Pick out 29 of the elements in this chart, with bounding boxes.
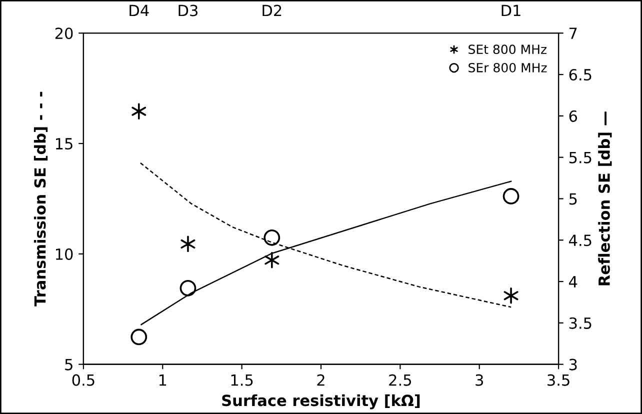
x-tick-label: 1 xyxy=(159,374,166,386)
text: D2 xyxy=(262,4,282,16)
legend-label: SEt 800 MHz xyxy=(468,44,547,54)
y2-tick-label: 6.5 xyxy=(569,68,592,81)
y2-axis-title: Reflection SE [db] — xyxy=(598,112,612,286)
x-axis-title: Surface resistivity [kΩ] xyxy=(222,394,420,410)
y2-tick-label: 3 xyxy=(569,358,577,370)
y2-tick-label: 6 xyxy=(569,110,578,122)
x-tick-label: 3.5 xyxy=(548,374,570,386)
y-tick-label: 15 xyxy=(56,138,72,150)
x-tick-label: 2.5 xyxy=(389,374,411,386)
y2-tick-label: 5.5 xyxy=(569,152,592,164)
y2-tick-label: 4 xyxy=(569,276,578,288)
y-tick-label: 10 xyxy=(56,248,73,260)
x-tick-label: 2 xyxy=(317,374,324,386)
y2-tick-label: 5 xyxy=(569,193,577,205)
x-tick-label: 0.5 xyxy=(72,374,94,386)
y2-tick-label: 4.5 xyxy=(569,234,592,246)
text: D4 xyxy=(130,4,149,16)
y2-tick-label: 3.5 xyxy=(569,317,592,329)
text: D3 xyxy=(178,4,198,16)
text: D1 xyxy=(502,4,520,16)
y2-tick-label: 7 xyxy=(570,28,577,39)
legend-label: SEr 800 MHz xyxy=(468,62,547,72)
y-tick-label: 20 xyxy=(55,28,73,40)
y-tick-label: 5 xyxy=(65,358,72,370)
x-tick-label: 1.5 xyxy=(231,374,253,386)
x-tick-label: 3 xyxy=(476,374,483,386)
y-axis-title: Transmission SE [db] - - - xyxy=(34,92,48,306)
